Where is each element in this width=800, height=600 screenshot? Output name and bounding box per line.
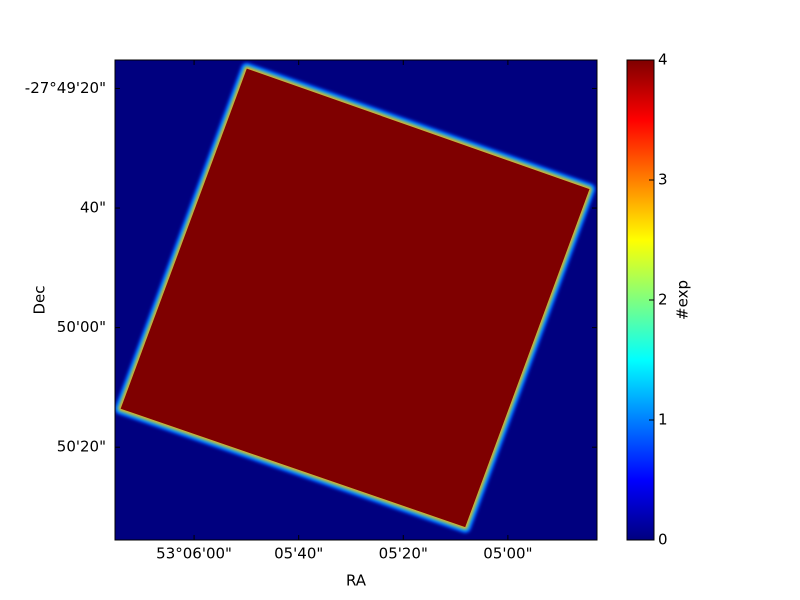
x-tick-label: 05'20" bbox=[379, 545, 428, 563]
colorbar-tick-label: 4 bbox=[658, 51, 668, 69]
y-tick-label: 40" bbox=[80, 199, 106, 217]
y-axis-label: Dec bbox=[31, 285, 49, 314]
colorbar-label: #exp bbox=[674, 280, 692, 320]
x-tick-label: 05'00" bbox=[483, 545, 532, 563]
y-tick-label: -27°49'20" bbox=[25, 79, 106, 97]
image-area bbox=[115, 60, 597, 540]
plot-frame bbox=[114, 59, 598, 541]
y-tick-label: 50'00" bbox=[57, 318, 106, 336]
y-tick-label: 50'20" bbox=[57, 438, 106, 456]
colorbar-tick-label: 0 bbox=[658, 531, 668, 549]
footprint bbox=[120, 68, 590, 528]
colorbar-tick-label: 3 bbox=[658, 171, 668, 189]
colorbar-tick-label: 1 bbox=[658, 411, 668, 429]
colorbar-tick-label: 2 bbox=[658, 291, 668, 309]
x-axis-label: RA bbox=[346, 572, 367, 590]
x-tick-label: 53°06'00" bbox=[156, 545, 232, 563]
x-tick-label: 05'40" bbox=[274, 545, 323, 563]
